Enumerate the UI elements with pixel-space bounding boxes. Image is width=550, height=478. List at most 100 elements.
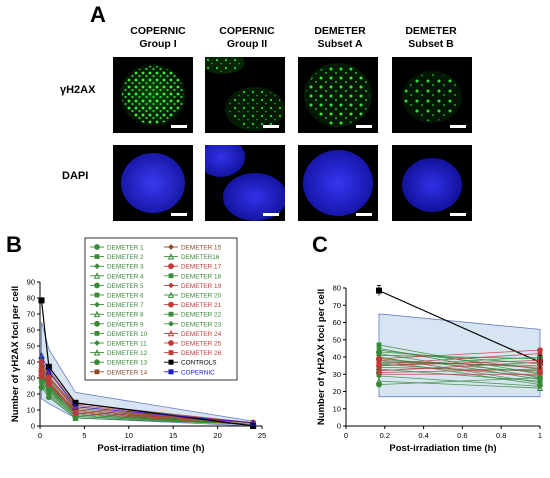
series-line <box>378 349 541 360</box>
data-point <box>72 415 79 421</box>
data-point <box>376 362 382 369</box>
series-line <box>41 382 254 425</box>
legend-swatch-marker <box>94 369 100 375</box>
scale-bar <box>356 213 372 216</box>
series-line <box>378 353 541 365</box>
y-tick-label: 0 <box>337 422 341 431</box>
y-tick-label: 70 <box>27 310 35 319</box>
y-tick-label: 90 <box>27 278 35 287</box>
y-tick-label: 40 <box>27 358 35 367</box>
column-header-3-line2: Subset A <box>317 38 363 50</box>
legend-label: DEMETER 9 <box>107 321 144 328</box>
legend-swatch-marker <box>93 272 101 279</box>
legend-box <box>84 237 238 381</box>
panel-a-letter: A <box>90 2 106 27</box>
data-point <box>249 419 257 426</box>
series-line <box>378 377 541 385</box>
x-tick-label: 0.8 <box>496 431 506 440</box>
series-line <box>41 377 254 425</box>
x-tick-label: 0 <box>38 431 42 440</box>
scale-bar <box>450 125 466 128</box>
data-point <box>38 352 45 359</box>
column-header-4-line1: DEMETER <box>405 25 457 37</box>
scale-bar <box>450 213 466 216</box>
micrograph-dapi-demeter-subset-b <box>392 145 472 221</box>
x-tick-label: 1 <box>538 431 542 440</box>
series-line <box>41 374 254 424</box>
data-point <box>376 355 382 362</box>
x-tick-label: 10 <box>125 431 133 440</box>
legend-swatch-marker <box>168 320 174 327</box>
data-point <box>376 381 382 388</box>
series-line <box>41 371 254 424</box>
data-point <box>39 374 44 379</box>
scale-bar <box>356 125 372 128</box>
panel-c-letter: C <box>312 232 328 257</box>
series-line <box>41 363 254 424</box>
y-tick-label: 50 <box>333 335 341 344</box>
data-point <box>46 382 52 387</box>
data-point <box>72 403 79 410</box>
column-header-1-line1: COPERNIC <box>130 25 186 37</box>
series-line <box>378 360 541 368</box>
legend-label: DEMETER16 <box>181 254 220 261</box>
series-line <box>378 366 541 372</box>
data-point <box>45 387 52 394</box>
legend-label: DEMETER 8 <box>107 312 144 319</box>
legend-swatch-marker <box>94 263 100 270</box>
legend-swatch-marker <box>94 292 100 298</box>
data-point <box>537 374 543 381</box>
data-point <box>38 384 45 391</box>
legend-label: DEMETER 12 <box>107 350 148 357</box>
legend-swatch-marker <box>167 291 175 298</box>
legend-swatch-marker <box>94 282 100 289</box>
legend-swatch-marker <box>168 350 174 355</box>
x-tick-label: 0.6 <box>457 431 467 440</box>
column-header-2: COPERNIC Group II <box>202 25 292 51</box>
x-tick-label: 0 <box>344 431 348 440</box>
y-axis-label: Number of γH2AX foci per cell <box>10 286 21 422</box>
y-tick-label: 30 <box>27 374 35 383</box>
legend-label: COPERNIC <box>181 369 215 376</box>
y-axis-label: Number of γH2AX foci per cell <box>316 289 327 425</box>
legend-label: DEMETER 2 <box>107 254 144 261</box>
data-point <box>537 351 543 356</box>
y-tick-label: 70 <box>333 301 341 310</box>
legend-swatch-marker <box>168 263 174 270</box>
row-label-gh2ax: γH2AX <box>60 84 96 96</box>
panel-b-letter: B <box>6 232 22 257</box>
legend-label: DEMETER 17 <box>181 264 222 271</box>
series-line <box>41 376 254 425</box>
data-point <box>46 385 52 390</box>
legend-label: DEMETER 6 <box>107 293 144 300</box>
series-line <box>41 355 254 424</box>
legend-swatch-marker <box>94 320 100 327</box>
y-tick-label: 20 <box>27 390 35 399</box>
y-tick-label: 80 <box>333 284 341 293</box>
legend-swatch-marker <box>168 282 174 289</box>
x-axis-label: Post-irradiation time (h) <box>97 443 204 454</box>
data-point <box>537 378 543 384</box>
legend-swatch-marker <box>168 244 174 250</box>
legend-swatch-marker <box>93 349 101 356</box>
y-tick-label: 60 <box>333 318 341 327</box>
legend-swatch-marker <box>167 329 175 337</box>
x-tick-label: 20 <box>213 431 221 440</box>
micrograph-gh2ax-copernic-group-2 <box>205 57 285 133</box>
column-header-1-line2: Group I <box>139 38 177 50</box>
legend-label: DEMETER 10 <box>107 331 148 338</box>
legend-label: DEMETER 18 <box>181 273 222 280</box>
data-point <box>376 342 382 348</box>
scale-bar <box>171 213 187 216</box>
legend-swatch-marker <box>94 359 100 366</box>
micrograph-dapi-copernic-group-1 <box>113 145 193 221</box>
data-point <box>376 373 382 379</box>
x-tick-label: 25 <box>258 431 266 440</box>
legend-swatch-marker <box>168 301 174 308</box>
scale-bar <box>171 125 187 128</box>
legend-swatch-marker <box>168 340 174 346</box>
legend-label: DEMETER 11 <box>107 341 147 348</box>
legend-swatch-marker <box>168 359 174 365</box>
legend-label: DEMETER 15 <box>181 245 222 252</box>
x-tick-label: 15 <box>169 431 177 440</box>
